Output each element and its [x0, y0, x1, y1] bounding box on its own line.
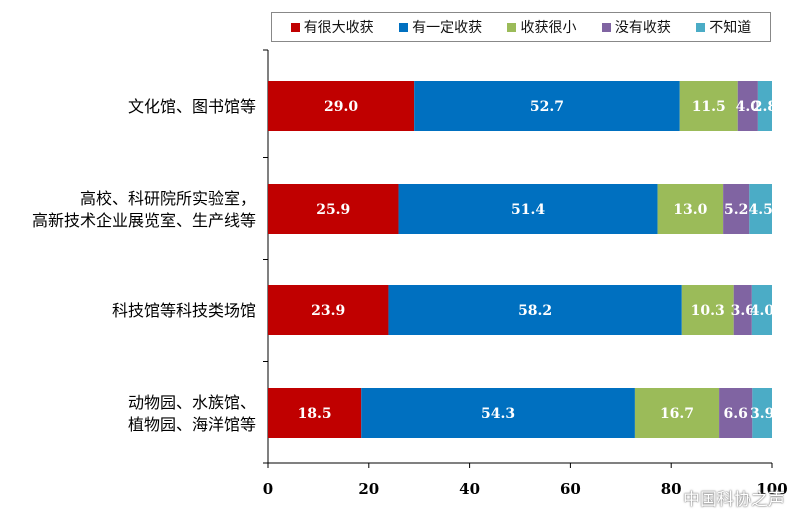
legend-label: 有很大收获	[303, 20, 374, 36]
data-label: 6.6	[724, 406, 748, 422]
x-tick-label: 0	[263, 480, 273, 498]
data-label: 25.9	[316, 202, 350, 218]
bar-segment	[719, 388, 753, 438]
data-label: 18.5	[298, 406, 332, 422]
legend-swatch	[507, 22, 517, 32]
bar-segment	[657, 184, 724, 234]
x-tick-label: 20	[358, 480, 379, 498]
x-tick-label: 100	[756, 480, 787, 498]
x-tick-label: 40	[459, 480, 480, 498]
legend-item: 有很大收获	[290, 17, 374, 37]
legend-item: 收获很小	[507, 17, 576, 37]
legend-swatch	[696, 22, 706, 32]
bar-segment	[752, 388, 772, 438]
bar-segment	[749, 184, 772, 234]
data-label: 23.9	[311, 303, 345, 319]
category-label: 植物园、海洋馆等	[128, 415, 256, 434]
data-label: 29.0	[324, 99, 358, 115]
data-label: 3.6	[731, 303, 755, 319]
category-label: 文化馆、图书馆等	[128, 97, 256, 116]
bar-segment	[268, 388, 362, 438]
x-tick-label: 80	[661, 480, 682, 498]
data-label: 54.3	[481, 406, 515, 422]
data-label: 16.7	[660, 406, 694, 422]
legend-label: 有一定收获	[412, 20, 483, 36]
legend-swatch	[290, 22, 300, 32]
data-label: 52.7	[530, 99, 564, 115]
category-label: 高新技术企业展览室、生产线等	[32, 211, 256, 230]
legend-item: 不知道	[696, 17, 751, 37]
chart-legend: 有很大收获 有一定收获 收获很小 没有收获 不知道	[271, 12, 771, 42]
data-label: 51.4	[511, 202, 545, 218]
data-label: 4.5	[748, 202, 772, 218]
data-label: 11.5	[692, 99, 726, 115]
legend-item: 没有收获	[601, 17, 671, 37]
bar-segment	[268, 184, 399, 234]
bar-segment	[388, 285, 682, 335]
bar-segment	[268, 285, 389, 335]
data-label: 3.9	[750, 406, 774, 422]
x-tick-label: 60	[560, 480, 581, 498]
bar-segment	[681, 285, 734, 335]
bar-segment	[679, 81, 738, 131]
watermark-text: 中国科协之声	[683, 490, 785, 510]
bar-segment	[361, 388, 635, 438]
legend-swatch	[399, 22, 409, 32]
category-label: 高校、科研院所实验室，	[80, 189, 256, 208]
bar-segment	[751, 285, 772, 335]
data-label: 5.2	[724, 202, 748, 218]
bar-segment	[757, 81, 772, 131]
data-label: 13.0	[673, 202, 707, 218]
legend-label: 不知道	[709, 20, 752, 36]
data-label: 58.2	[518, 303, 552, 319]
legend-swatch	[601, 22, 611, 32]
legend-item: 有一定收获	[399, 17, 482, 37]
data-label: 2.8	[753, 99, 777, 115]
data-label: 10.3	[691, 303, 725, 319]
data-label: 4.0	[736, 99, 761, 115]
bar-segment	[268, 81, 415, 131]
category-label: 动物园、水族馆、	[128, 393, 256, 412]
bar-segment	[737, 81, 758, 131]
legend-label: 没有收获	[614, 20, 671, 36]
bar-segment	[414, 81, 680, 131]
data-label: 4.0	[750, 303, 775, 319]
bar-segment	[733, 285, 752, 335]
legend-label: 收获很小	[520, 20, 577, 36]
bar-segment	[723, 184, 750, 234]
bar-segment	[634, 388, 720, 438]
bar-segment	[398, 184, 658, 234]
category-label: 科技馆等科技类场馆	[112, 301, 256, 320]
